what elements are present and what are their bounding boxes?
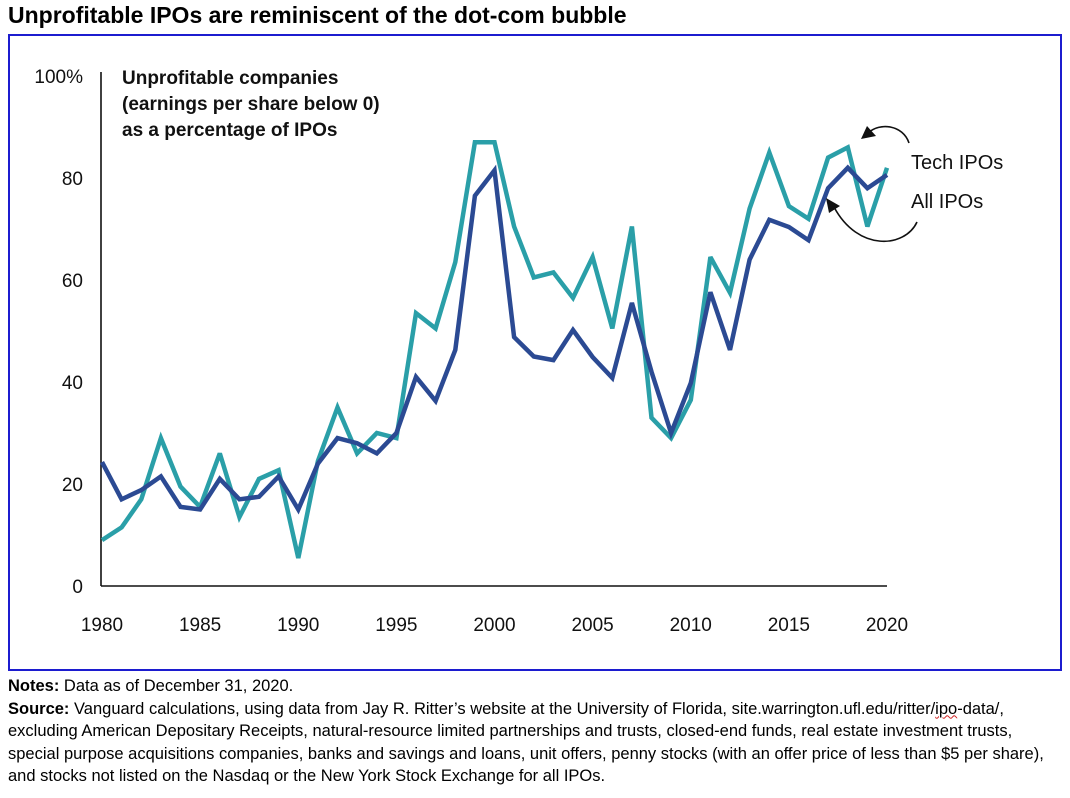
x-tick-label: 1980 [81,615,123,636]
source-text-1: Vanguard calculations, using data from J… [69,699,936,718]
x-axis-ticks: 1980 1985 1990 1995 2000 2005 2010 2015 2020 [81,615,908,636]
all-ipos-arrow-icon [833,206,918,242]
y-axis-label-line-1: Unprofitable companies [122,68,338,89]
x-tick-label: 2020 [866,615,908,636]
y-tick-label: 0 [72,577,83,598]
source-text-2: -data/, excluding American Depositary Re… [8,699,1044,786]
tech-ipos-arrow-icon [867,125,910,144]
notes-text: Data as of December 31, 2020. [59,677,294,695]
x-tick-label: 2010 [670,615,712,636]
x-tick-label: 2000 [473,615,515,636]
legend: Tech IPOs All IPOs [826,125,1003,242]
spellcheck-underlined-word: ipo [935,699,958,718]
y-tick-label: 20 [62,475,83,496]
y-tick-label: 40 [62,373,83,394]
notes-line: Notes: Data as of December 31, 2020. [8,675,1058,698]
line-chart: 0 20 40 60 80 100% 1980 1985 1990 1995 2000 2005 20… [34,67,1003,636]
source-label: Source: [8,699,70,718]
x-tick-label: 1990 [277,615,319,636]
y-tick-label: 80 [62,169,83,190]
y-tick-label: 100% [34,67,83,88]
all-ipos-arrowhead-icon [826,198,840,213]
chart-frame [8,34,1062,671]
series-all-ipos [100,164,889,515]
x-tick-label: 1985 [179,615,221,636]
y-axis-label: Unprofitable companies (earnings per sha… [122,68,380,141]
notes-label: Notes: [8,677,60,695]
y-tick-label: 60 [62,271,83,292]
x-tick-label: 2005 [571,615,613,636]
legend-label-tech-ipos: Tech IPOs [911,152,1003,174]
series-tech-ipos [100,140,890,559]
series-line-tech-ipos [100,140,890,559]
x-tick-label: 2015 [768,615,810,636]
legend-label-all-ipos: All IPOs [911,191,983,213]
y-axis-label-line-2: (earnings per share below 0) [122,94,380,115]
tech-ipos-arrowhead-icon [861,126,876,139]
source-paragraph: Source: Vanguard calculations, using dat… [8,698,1058,788]
chart-title: Unprofitable IPOs are reminiscent of the… [8,2,627,28]
y-axis-label-line-3: as a percentage of IPOs [122,120,337,141]
x-tick-label: 1995 [375,615,417,636]
y-axis-ticks: 0 20 40 60 80 100% [34,67,83,598]
notes-block: Notes: Data as of December 31, 2020. Sou… [8,675,1058,788]
